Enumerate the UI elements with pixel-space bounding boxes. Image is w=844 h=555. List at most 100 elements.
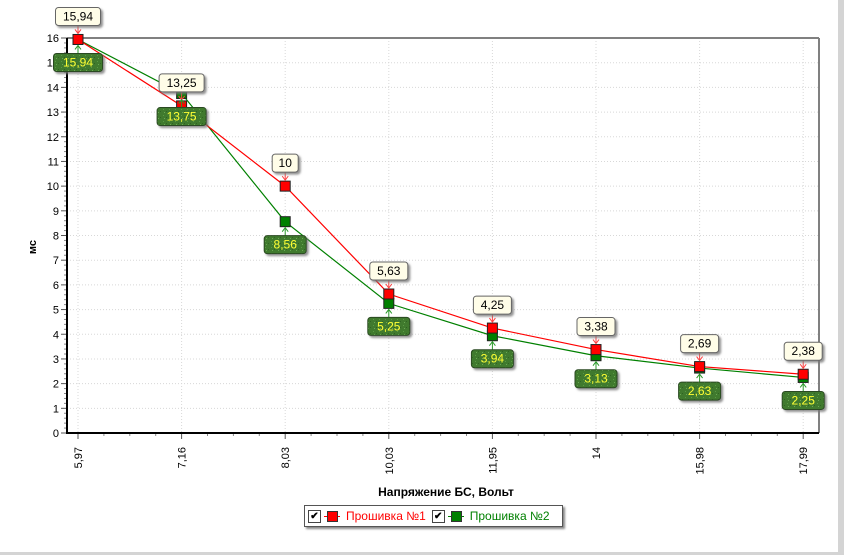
series-2-data-label: 3,13	[574, 360, 618, 389]
series-1-data-label: 3,38	[576, 317, 616, 345]
label-text: 2,69	[688, 337, 712, 351]
series-1-marker	[797, 368, 809, 380]
square-marker-icon	[447, 511, 464, 522]
y-tick-label: 5	[53, 305, 59, 317]
y-tick-label: 16	[47, 33, 59, 45]
series-1-marker	[590, 344, 602, 356]
label-text: 8,56	[274, 238, 298, 252]
x-tick-label: 10,03	[384, 447, 396, 475]
label-text: 15,94	[63, 9, 93, 23]
label-text: 5,25	[377, 319, 401, 333]
series-2-data-label: 8,56	[263, 226, 307, 255]
series-2-marker	[383, 297, 395, 309]
y-axis-label: мс	[27, 240, 39, 254]
label-text: 13,25	[167, 76, 197, 90]
series-1-data-label: 15,94	[55, 6, 101, 35]
series-2-data-label: 3,94	[470, 340, 514, 369]
arrow-up-icon	[74, 44, 82, 50]
data-labels: 15,94 13,25 10 5,63 4,25 3,38 2,69 2,38 15,94 13,…	[53, 6, 825, 410]
legend-label-series-2: Прошивка №2	[469, 509, 550, 523]
series-1-marker	[383, 288, 395, 300]
arrow-up-icon	[696, 373, 703, 379]
x-tick-label: 14	[591, 447, 603, 459]
series-1-marker	[694, 361, 706, 373]
label-box	[158, 73, 205, 93]
label-box	[472, 295, 512, 315]
arrow-down-icon	[74, 29, 82, 35]
legend-item-series-1[interactable]: ✔ Прошивка №1	[308, 509, 426, 523]
arrow-up-icon	[489, 340, 496, 347]
label-box	[574, 369, 618, 389]
label-box	[263, 235, 307, 255]
series-1-data-label: 10	[271, 153, 299, 181]
label-box	[367, 316, 411, 336]
label-text: 3,38	[584, 320, 608, 334]
y-tick-label: 0	[53, 428, 59, 440]
series-2-data-label: 5,25	[367, 308, 411, 336]
label-box	[680, 334, 720, 354]
arrow-up-icon	[799, 382, 807, 388]
arrow-down-icon	[799, 363, 807, 370]
series-1-data-label: 4,25	[472, 295, 512, 323]
x-tick-label: 17,99	[798, 447, 810, 475]
series-1-data-label: 2,69	[680, 334, 720, 362]
label-box	[55, 6, 101, 26]
label-box	[678, 381, 722, 401]
label-box	[576, 317, 616, 337]
x-tick-label: 11,95	[487, 447, 499, 474]
frame-border-bottom	[0, 552, 844, 555]
series-2-data-label: 2,25	[781, 382, 825, 410]
label-box	[781, 390, 825, 410]
legend-item-series-2[interactable]: ✔ Прошивка №2	[431, 509, 550, 523]
series-1-data-label: 13,25	[158, 73, 205, 101]
label-text: 2,25	[792, 393, 816, 407]
arrow-down-icon	[489, 317, 496, 323]
x-tick-label: 5,97	[73, 447, 85, 468]
label-box	[369, 261, 409, 281]
label-text: 5,63	[377, 264, 401, 278]
label-text: 4,25	[481, 298, 505, 312]
series-1-marker	[486, 322, 498, 334]
series-1-marker	[279, 180, 291, 192]
y-tick-label: 10	[47, 181, 59, 193]
series-1-marker	[72, 33, 84, 45]
y-tick-label: 14	[47, 82, 59, 94]
label-text: 13,75	[167, 110, 197, 124]
legend: ✔ Прошивка №1 ✔ Прошивка №2	[304, 505, 563, 527]
label-box	[156, 107, 207, 127]
y-tick-label: 8	[53, 231, 59, 243]
y-tick-label: 7	[53, 255, 59, 267]
y-tick-label: 12	[47, 132, 59, 144]
arrow-down-icon	[281, 175, 289, 181]
legend-checkbox-series-1[interactable]: ✔	[308, 509, 321, 523]
y-tick-label: 2	[53, 379, 59, 391]
y-tick-label: 11	[48, 156, 59, 168]
legend-checkbox-series-2[interactable]: ✔	[431, 509, 445, 523]
label-box	[271, 153, 299, 173]
y-tick-label: 1	[53, 403, 59, 415]
arrow-up-icon	[178, 98, 186, 104]
label-text: 15,94	[63, 55, 93, 69]
x-axis-label: Напряжение БС, Вольт	[378, 485, 514, 499]
y-tick-label: 9	[53, 206, 59, 218]
y-tick-label: 6	[53, 280, 59, 292]
series-2-data-label: 15,94	[53, 44, 103, 72]
label-box	[470, 349, 514, 369]
label-box	[783, 341, 823, 361]
arrow-down-icon	[696, 356, 703, 362]
legend-label-series-1: Прошивка №1	[346, 509, 426, 523]
frame-border-right	[838, 0, 844, 555]
arrow-down-icon	[385, 283, 393, 289]
label-text: 3,94	[481, 352, 505, 366]
x-tick-label: 7,16	[177, 447, 189, 468]
label-text: 2,38	[792, 344, 816, 358]
series-2-marker	[279, 216, 291, 228]
series-2-data-label: 2,63	[678, 373, 722, 401]
y-tick-label: 4	[53, 329, 59, 341]
series-1-data-label: 5,63	[369, 261, 409, 289]
label-box	[53, 52, 103, 72]
x-tick-label: 8,03	[280, 447, 292, 468]
arrow-up-icon	[385, 308, 393, 314]
